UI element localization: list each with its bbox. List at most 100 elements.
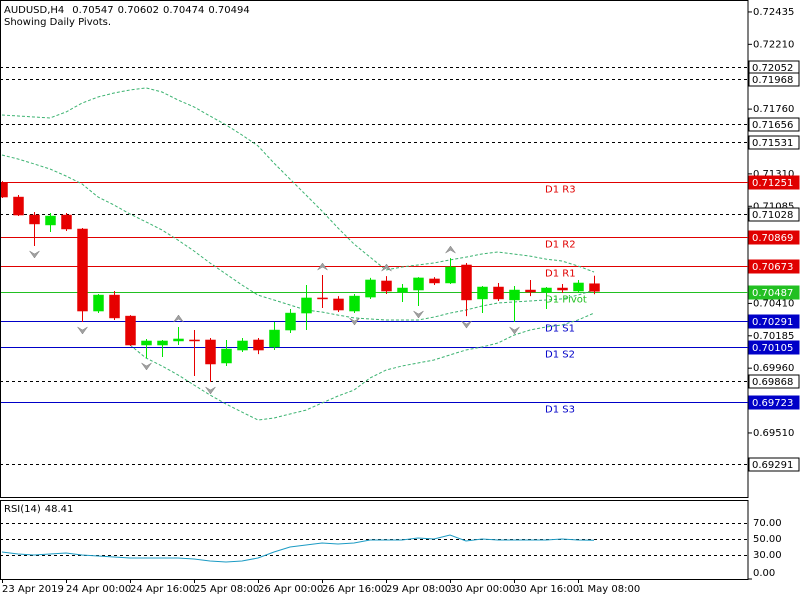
candle-body bbox=[381, 280, 392, 292]
fractal-down bbox=[205, 386, 216, 395]
main-plot bbox=[1, 67, 748, 465]
header-low: 0.70474 bbox=[163, 5, 204, 16]
candle-body bbox=[541, 287, 552, 293]
fractal-down bbox=[509, 326, 520, 335]
rsi-tick-label: 70.00 bbox=[753, 518, 782, 529]
level-label: 0.69723 bbox=[752, 398, 793, 409]
level-label: 0.70673 bbox=[752, 262, 793, 273]
candle-body bbox=[397, 287, 408, 293]
fractal-up bbox=[317, 262, 328, 271]
x-tick-label: 24 Apr 16:00 bbox=[130, 584, 195, 595]
level-name: D1 Pivot bbox=[545, 295, 587, 306]
level-label: 0.71028 bbox=[752, 210, 793, 221]
rsi-frame bbox=[0, 500, 749, 580]
x-tick-label: 23 Apr 2019 bbox=[2, 584, 64, 595]
subtitle: Showing Daily Pivots. bbox=[4, 17, 111, 28]
fractal-up bbox=[445, 245, 456, 254]
level-label: 0.71656 bbox=[752, 120, 793, 131]
rsi-value: 48.41 bbox=[45, 504, 74, 515]
level-label: 0.72052 bbox=[752, 63, 793, 74]
candle-body bbox=[525, 289, 536, 293]
candle-body bbox=[237, 340, 248, 351]
fractal-down bbox=[77, 326, 88, 335]
candle-body bbox=[141, 340, 152, 346]
candle-body bbox=[125, 315, 136, 346]
level-label-box bbox=[748, 457, 800, 472]
candle-body bbox=[109, 294, 120, 319]
candle-body bbox=[1, 182, 8, 198]
header: AUDUSD,H4 0.70547 0.70602 0.70474 0.70494 bbox=[4, 5, 250, 16]
candle-body bbox=[477, 286, 488, 300]
rsi-plot bbox=[1, 523, 748, 563]
level-label-box bbox=[748, 207, 800, 222]
x-tick-label: 25 Apr 08:00 bbox=[194, 584, 259, 595]
candle-body bbox=[493, 286, 504, 300]
x-tick-label: 26 Apr 00:00 bbox=[258, 584, 323, 595]
rsi-tick-label: 0.00 bbox=[753, 568, 775, 579]
level-label-box bbox=[748, 72, 800, 87]
fractal-up bbox=[381, 263, 392, 272]
candle-body bbox=[77, 228, 88, 312]
level-label: 0.70291 bbox=[752, 317, 793, 328]
fractal-down bbox=[349, 317, 360, 326]
level-name: D1 S3 bbox=[545, 405, 575, 416]
level-name: D1 R2 bbox=[545, 240, 576, 251]
level-label-box bbox=[748, 314, 800, 329]
level-label: 0.70869 bbox=[752, 233, 793, 244]
candle-body bbox=[317, 297, 328, 300]
x-tick-label: 29 Apr 08:00 bbox=[386, 584, 451, 595]
x-tick-label: 30 Apr 16:00 bbox=[514, 584, 579, 595]
x-tick-label: 24 Apr 00:00 bbox=[66, 584, 131, 595]
candle-body bbox=[205, 339, 216, 365]
y-tick-label: 0.71310 bbox=[753, 169, 794, 180]
level-label: 0.70487 bbox=[752, 288, 793, 299]
level-label-box bbox=[748, 117, 800, 132]
candle-body bbox=[365, 279, 376, 298]
candle-body bbox=[173, 338, 184, 342]
level-label: 0.71968 bbox=[752, 75, 793, 86]
fractal-up bbox=[173, 314, 184, 323]
rsi-header: RSI(14) 48.41 bbox=[4, 504, 73, 515]
band-line bbox=[1, 87, 595, 273]
level-label-box bbox=[748, 135, 800, 150]
y-tick-label: 0.71085 bbox=[753, 201, 794, 212]
candle-body bbox=[573, 282, 584, 292]
header-close: 0.70494 bbox=[208, 5, 249, 16]
candle-body bbox=[45, 215, 56, 226]
symbol: AUDUSD,H4 bbox=[4, 5, 64, 16]
candle-body bbox=[189, 339, 200, 342]
y-tick-label: 0.69510 bbox=[753, 428, 794, 439]
rsi-line bbox=[1, 534, 595, 563]
fractal-down bbox=[141, 362, 152, 371]
candle-body bbox=[461, 264, 472, 301]
rsi-name: RSI(14) bbox=[4, 504, 41, 515]
candle-body bbox=[61, 214, 72, 230]
candle-body bbox=[349, 295, 360, 312]
level-name: D1 R3 bbox=[545, 185, 576, 196]
level-label: 0.69291 bbox=[752, 460, 793, 471]
y-tick-label: 0.70185 bbox=[753, 331, 794, 342]
candle-body bbox=[253, 339, 264, 351]
candle-body bbox=[221, 348, 232, 364]
candle-body bbox=[413, 277, 424, 291]
level-label: 0.69868 bbox=[752, 377, 793, 388]
y-tick-label: 0.72210 bbox=[753, 39, 794, 50]
level-label-box bbox=[748, 175, 800, 190]
y-tick-label: 0.69960 bbox=[753, 363, 794, 374]
header-high: 0.70602 bbox=[118, 5, 159, 16]
x-tick-label: 26 Apr 16:00 bbox=[322, 584, 387, 595]
candle-body bbox=[93, 294, 104, 312]
level-label-box bbox=[748, 340, 800, 355]
candle-body bbox=[589, 283, 600, 292]
candle-body bbox=[333, 298, 344, 311]
fractal-down bbox=[413, 310, 424, 319]
candle-body bbox=[509, 289, 520, 301]
candle-body bbox=[445, 266, 456, 284]
candle-body bbox=[285, 312, 296, 331]
y-tick-label: 0.71760 bbox=[753, 104, 794, 115]
y-tick-label: 0.70410 bbox=[753, 298, 794, 309]
candle-body bbox=[301, 297, 312, 314]
candle-body bbox=[269, 329, 280, 348]
level-name: D1 S1 bbox=[545, 324, 575, 335]
